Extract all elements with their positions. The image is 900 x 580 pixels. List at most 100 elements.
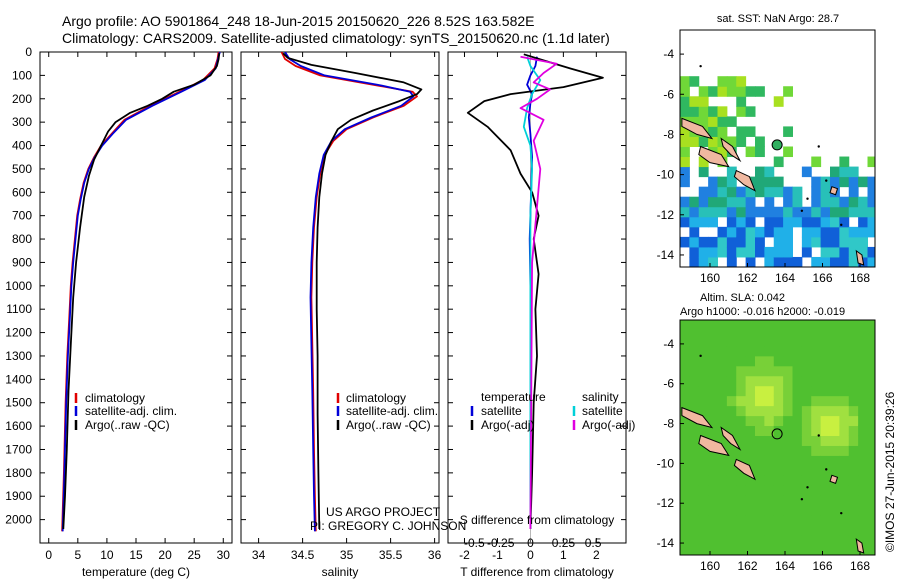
map-cell xyxy=(708,320,718,327)
map-cell xyxy=(698,395,709,407)
legend-label-sat: satellite-adj. clim. xyxy=(85,404,177,418)
map-cell xyxy=(755,375,765,387)
y-tick-label: 200 xyxy=(12,92,32,106)
map-cell xyxy=(839,216,850,228)
map-cell xyxy=(858,385,868,397)
map-cell xyxy=(745,320,756,327)
map-cell xyxy=(820,535,831,546)
map-cell xyxy=(698,86,709,97)
map-cell xyxy=(726,355,737,367)
map-cell xyxy=(848,355,859,367)
map-sla: 160 162 164 166 168 -4 -6 -8 -10 -12 -14 xyxy=(657,319,876,573)
map-cell xyxy=(717,515,728,526)
map-cell xyxy=(792,405,803,417)
map-cell xyxy=(689,545,700,555)
map-cell xyxy=(708,395,718,407)
map-cell xyxy=(708,176,718,188)
map-cell xyxy=(745,375,756,387)
map-cell xyxy=(801,415,812,427)
islet-dot xyxy=(840,511,843,515)
map-cell xyxy=(689,495,700,506)
map-cell xyxy=(764,176,775,188)
map-cell xyxy=(736,76,747,87)
map-cell xyxy=(839,246,850,258)
map-cell xyxy=(726,505,737,516)
y-tick-label: 1500 xyxy=(5,396,32,410)
map-cell xyxy=(839,320,850,327)
map-cell xyxy=(811,425,822,437)
map-cell xyxy=(708,106,718,117)
map-cell xyxy=(764,425,775,437)
map-cell xyxy=(708,325,718,337)
map-cell xyxy=(783,196,793,208)
map-cell xyxy=(811,445,822,456)
map-cell xyxy=(717,186,728,198)
x-tick-label: -2 xyxy=(459,548,470,562)
map-cell xyxy=(736,206,747,218)
legend-label-s-argo: Argo(-adj) xyxy=(582,418,635,432)
x-tick-label: 1 xyxy=(560,548,567,562)
map-cell xyxy=(858,355,868,367)
map-cell xyxy=(698,405,709,417)
map-cell xyxy=(726,176,737,188)
map-cell xyxy=(708,216,718,228)
map-cell xyxy=(717,385,728,397)
map-cell xyxy=(839,385,850,397)
map-cell xyxy=(745,226,756,238)
map-cell xyxy=(839,465,850,476)
y-tick-label: 800 xyxy=(12,232,32,246)
map-cell xyxy=(811,226,822,238)
map-cell xyxy=(820,545,831,555)
map-cell xyxy=(783,256,793,267)
map-cell xyxy=(745,515,756,526)
map-cell xyxy=(708,375,718,387)
series-group xyxy=(466,53,604,530)
map-cell xyxy=(689,345,700,357)
map-cell xyxy=(689,535,700,546)
map-cell xyxy=(820,256,831,267)
map-cell xyxy=(858,216,868,228)
map-cell xyxy=(801,206,812,218)
islet-dot xyxy=(840,223,843,227)
map-cell xyxy=(745,216,756,228)
map-cell xyxy=(717,246,728,258)
map-cell xyxy=(848,445,859,456)
map-cell xyxy=(820,405,831,417)
map-cell xyxy=(708,415,718,427)
map-cell xyxy=(858,475,868,486)
map-cell xyxy=(773,345,784,357)
map-cell xyxy=(698,345,709,357)
map-cell xyxy=(830,525,840,536)
map-cell xyxy=(783,465,793,476)
y-tick-label: 1400 xyxy=(5,372,32,386)
map-cell xyxy=(792,335,803,347)
map-cell xyxy=(717,196,728,208)
map-cell xyxy=(736,405,747,417)
map-cell xyxy=(717,405,728,417)
map-cell xyxy=(726,395,737,407)
map-cell xyxy=(801,395,812,407)
map-cell xyxy=(708,345,718,357)
map-cell xyxy=(820,196,831,208)
map-cell xyxy=(745,435,756,446)
map-cell xyxy=(717,525,728,536)
map-cell xyxy=(689,425,700,437)
map-cell xyxy=(708,545,718,555)
map-cell xyxy=(764,475,775,486)
map-cell xyxy=(783,395,793,407)
map-cell xyxy=(736,545,747,555)
map-cell xyxy=(717,395,728,407)
map-cell xyxy=(867,535,875,546)
map-cell xyxy=(867,156,875,168)
map-cell xyxy=(830,320,840,327)
map-cell xyxy=(689,485,700,496)
map-cell xyxy=(755,525,765,536)
map-cell xyxy=(848,226,859,238)
map-cell xyxy=(792,186,803,198)
difference-xlabel: T difference from climatology xyxy=(460,565,614,579)
map-cell xyxy=(755,236,765,248)
x-tick-label: 25 xyxy=(188,548,202,562)
map-cell xyxy=(783,355,793,367)
map-cell xyxy=(830,375,840,387)
map-cell xyxy=(736,505,747,516)
